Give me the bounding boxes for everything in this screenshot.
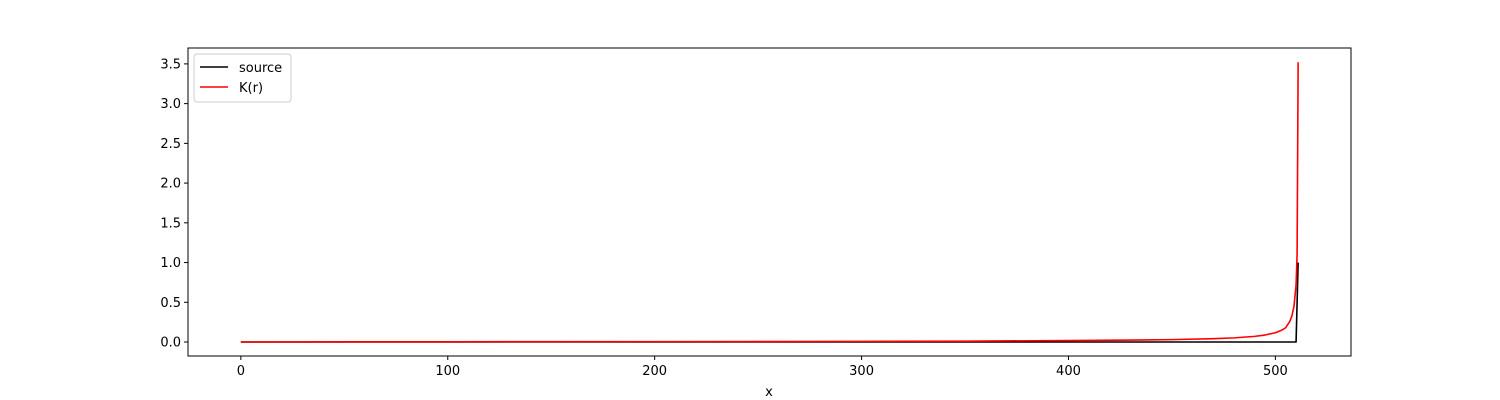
y-axis: 0.0 0.5 1.0 1.5 2.0 2.5 3.0 3.5 — [160, 57, 188, 351]
x-tick-label: 100 — [435, 364, 460, 379]
legend: source K(r) — [193, 53, 292, 103]
y-tick-label: 3.0 — [160, 97, 181, 112]
legend-label-source: source — [239, 61, 282, 76]
y-tick-label: 0.0 — [160, 336, 181, 351]
legend-label-k-r: K(r) — [239, 81, 263, 96]
axes-frame — [187, 47, 1352, 357]
y-tick-label: 1.5 — [160, 216, 181, 231]
x-tick-label: 0 — [237, 364, 245, 379]
x-tick-label: 200 — [642, 364, 667, 379]
x-axis: 0 100 200 300 400 500 — [237, 356, 1288, 379]
x-tick-label: 400 — [1056, 364, 1081, 379]
x-tick-label: 500 — [1263, 364, 1288, 379]
y-tick-label: 3.5 — [160, 57, 181, 72]
y-tick-label: 2.0 — [160, 177, 181, 192]
x-tick-label: 300 — [849, 364, 874, 379]
legend-box — [193, 53, 292, 103]
y-tick-label: 1.0 — [160, 256, 181, 271]
plot-lines — [240, 62, 1299, 343]
series-line-k-r — [240, 62, 1299, 343]
x-axis-label: x — [765, 385, 773, 400]
y-tick-label: 2.5 — [160, 137, 181, 152]
y-tick-label: 0.5 — [160, 296, 181, 311]
